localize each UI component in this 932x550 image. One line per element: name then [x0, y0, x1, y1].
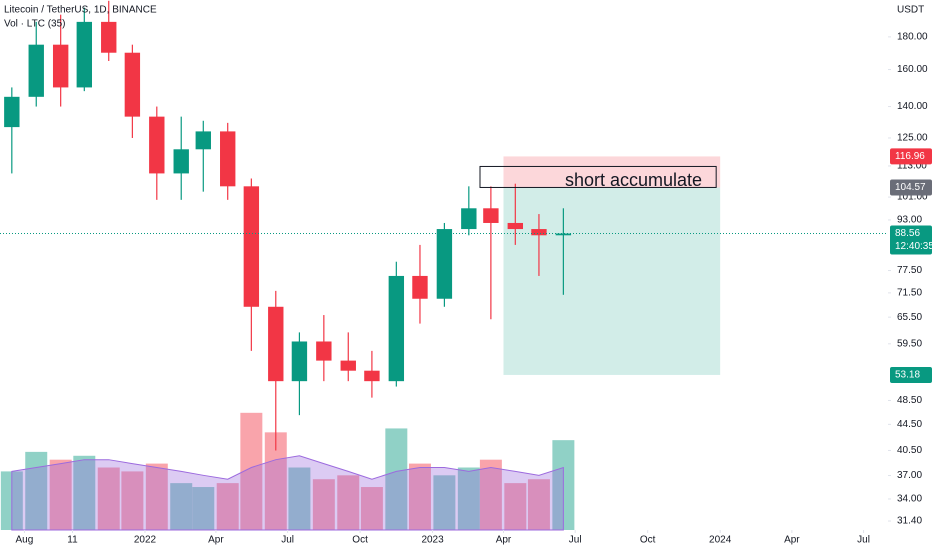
y-tick-label: 59.50	[897, 338, 922, 349]
volume-bar	[192, 487, 215, 530]
price-label: 53.18	[895, 370, 920, 381]
volume-bar	[49, 459, 72, 530]
volume-bar	[264, 432, 287, 530]
price-label-bg	[890, 148, 932, 165]
candle-body	[149, 116, 165, 174]
volume-bar	[408, 463, 431, 530]
x-tick-label: 11	[67, 535, 78, 546]
x-tick-label: 2024	[709, 535, 732, 546]
volume-bar	[73, 455, 96, 530]
volume-bar	[433, 475, 456, 530]
price-label-bg	[890, 179, 932, 196]
y-tick-label: 93.00	[897, 215, 922, 226]
candle-body	[291, 341, 308, 382]
x-tick-label: Aug	[16, 535, 34, 546]
y-tick-label: 71.50	[897, 288, 922, 299]
candle-body	[220, 131, 236, 187]
price-label: 116.96	[895, 151, 925, 162]
volume-bar	[145, 463, 168, 530]
candle-body	[436, 229, 453, 299]
candle-body	[4, 96, 20, 128]
candle-body	[364, 370, 380, 382]
volume-bar	[479, 459, 502, 530]
x-tick-label: Apr	[784, 535, 800, 546]
annotation-box	[479, 165, 717, 188]
y-tick-label: 77.50	[897, 265, 922, 276]
x-tick-label: Oct	[640, 535, 656, 546]
target-zone	[503, 187, 721, 375]
y-tick-label: 125.00	[897, 133, 928, 144]
x-tick-label: 2023	[421, 535, 444, 546]
volume-bar	[288, 467, 311, 530]
candle-body	[507, 222, 524, 230]
x-tick-label: Jul	[857, 535, 870, 546]
x-tick-label: Jul	[569, 535, 582, 546]
volume-bar	[457, 467, 480, 530]
price-label-bg	[890, 225, 932, 255]
volume-bar	[170, 483, 193, 530]
y-tick-label: 140.00	[897, 101, 928, 112]
currency: USDT	[897, 5, 924, 16]
volume-bar	[312, 479, 335, 530]
candle-body	[173, 149, 189, 174]
x-tick-label: Jul	[281, 535, 294, 546]
volume-bar	[385, 428, 408, 530]
price-label: 104.57	[895, 182, 926, 193]
x-tick-label: Apr	[208, 535, 224, 546]
y-tick-label: 160.00	[897, 64, 928, 75]
candle-body	[52, 44, 69, 88]
y-tick-label: 65.50	[897, 312, 922, 323]
candle-body	[388, 275, 405, 382]
volume-bar	[240, 412, 263, 530]
volume-bar	[25, 451, 48, 530]
candle-body	[555, 233, 572, 236]
y-tick-label: 44.50	[897, 419, 922, 430]
x-tick-label: Oct	[352, 535, 368, 546]
candle-body	[483, 208, 499, 223]
price-label: 88.56	[895, 228, 920, 239]
plot-area: short accumulate	[0, 0, 888, 531]
y-tick-label: 113.00	[897, 161, 927, 172]
candle-body	[195, 131, 211, 150]
candle-body	[124, 52, 141, 117]
volume-title: Vol · LTC (35)	[4, 19, 66, 30]
volume-ma	[11, 455, 564, 531]
y-tick-label: 48.50	[897, 395, 922, 406]
stop-zone	[503, 156, 721, 188]
y-tick-label: 180.00	[897, 32, 928, 43]
volume-bar	[360, 487, 383, 530]
volume-bar	[527, 479, 550, 530]
chart-title: Litecoin / TetherUS, 1D, BINANCE	[4, 5, 157, 16]
countdown: 12:40:35	[895, 241, 932, 252]
y-tick-label: 37.00	[897, 470, 922, 481]
candle-body	[268, 306, 284, 382]
candle-body	[412, 275, 428, 299]
volume-bar	[337, 475, 360, 530]
candle-body	[461, 208, 477, 230]
y-tick-label: 31.40	[897, 516, 922, 527]
candle-body	[101, 21, 117, 53]
candle-body	[28, 44, 44, 97]
annotation: short accumulate	[565, 170, 702, 190]
y-tick-label: 40.50	[897, 445, 922, 456]
volume-bar	[504, 483, 527, 530]
candle-body	[340, 360, 356, 371]
y-tick-label: 101.00	[897, 192, 928, 203]
volume-bar	[121, 471, 144, 530]
candle-body	[531, 229, 547, 236]
x-tick-label: Apr	[496, 535, 512, 546]
price-label-bg	[890, 366, 932, 383]
candle-body	[243, 186, 260, 307]
y-tick-label: 34.00	[897, 494, 922, 505]
volume-bar	[216, 483, 239, 530]
candle-body	[316, 341, 332, 361]
x-tick-label: 2022	[134, 535, 157, 546]
candle-body	[76, 21, 93, 88]
volume-bar	[97, 467, 120, 530]
